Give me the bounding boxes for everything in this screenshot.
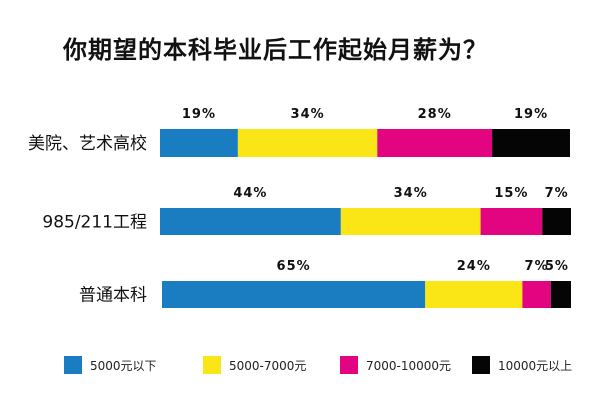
data-label: 24%: [457, 259, 491, 274]
legend-swatch: [64, 356, 82, 374]
bar-segment: [377, 129, 493, 157]
legend-label: 5000元以下: [90, 359, 157, 373]
bar-segment: [237, 129, 378, 157]
data-label: 19%: [182, 107, 216, 122]
data-label: 5%: [545, 259, 569, 274]
bar-segment: [480, 208, 543, 235]
bar-segment: [550, 281, 571, 308]
bar-segment: [542, 208, 571, 235]
data-label: 7%: [545, 186, 569, 201]
bar-segment: [522, 281, 551, 308]
legend-label: 7000-10000元: [366, 359, 451, 373]
legend-label: 5000-7000元: [229, 359, 306, 373]
data-label: 34%: [291, 107, 325, 122]
bar-segment: [162, 281, 426, 308]
category-label: 美院、艺术高校: [28, 134, 147, 154]
data-label: 44%: [233, 186, 267, 201]
data-label: 28%: [418, 107, 452, 122]
data-label: 65%: [277, 259, 311, 274]
data-label: 7%: [525, 259, 549, 274]
bar-segment: [340, 208, 481, 235]
bar-segment: [160, 129, 238, 157]
legend-swatch: [472, 356, 490, 374]
chart-title: 你期望的本科毕业后工作起始月薪为？: [63, 36, 488, 64]
bar-segment: [492, 129, 570, 157]
data-label: 15%: [494, 186, 528, 201]
legend-swatch: [340, 356, 358, 374]
data-label: 19%: [514, 107, 548, 122]
legend-label: 10000元以上: [498, 359, 572, 373]
data-label: 34%: [394, 186, 428, 201]
bar-segment: [160, 208, 341, 235]
legend-swatch: [203, 356, 221, 374]
bar-segment: [425, 281, 523, 308]
category-label: 985/211工程: [42, 213, 147, 233]
category-label: 普通本科: [79, 286, 147, 306]
